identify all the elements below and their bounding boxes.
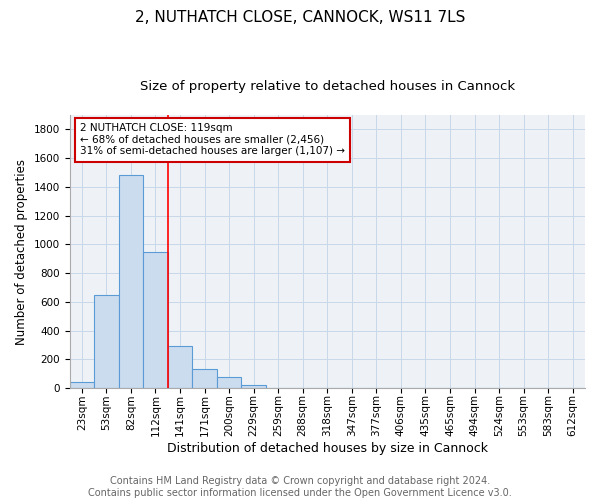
X-axis label: Distribution of detached houses by size in Cannock: Distribution of detached houses by size … (167, 442, 488, 455)
Bar (143, 252, 168, 388)
Bar (168, 346, 192, 388)
Y-axis label: Number of detached properties: Number of detached properties (15, 158, 28, 344)
Text: 2 NUTHATCH CLOSE: 119sqm
← 68% of detached houses are smaller (2,456)
31% of sem: 2 NUTHATCH CLOSE: 119sqm ← 68% of detach… (80, 123, 345, 156)
Bar (241, 385, 266, 388)
Bar (192, 370, 217, 388)
Bar (94, 294, 119, 388)
Bar (217, 378, 241, 388)
Bar (70, 382, 94, 388)
Text: 2, NUTHATCH CLOSE, CANNOCK, WS11 7LS: 2, NUTHATCH CLOSE, CANNOCK, WS11 7LS (135, 10, 465, 25)
Bar (119, 176, 143, 388)
Title: Size of property relative to detached houses in Cannock: Size of property relative to detached ho… (140, 80, 515, 93)
Text: Contains HM Land Registry data © Crown copyright and database right 2024.
Contai: Contains HM Land Registry data © Crown c… (88, 476, 512, 498)
